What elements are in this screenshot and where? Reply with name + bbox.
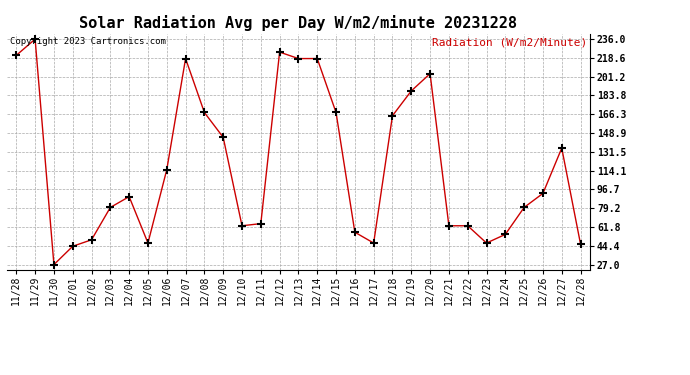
- Text: Radiation (W/m2/Minute): Radiation (W/m2/Minute): [432, 37, 587, 47]
- Text: Copyright 2023 Cartronics.com: Copyright 2023 Cartronics.com: [10, 37, 166, 46]
- Title: Solar Radiation Avg per Day W/m2/minute 20231228: Solar Radiation Avg per Day W/m2/minute …: [79, 15, 518, 31]
